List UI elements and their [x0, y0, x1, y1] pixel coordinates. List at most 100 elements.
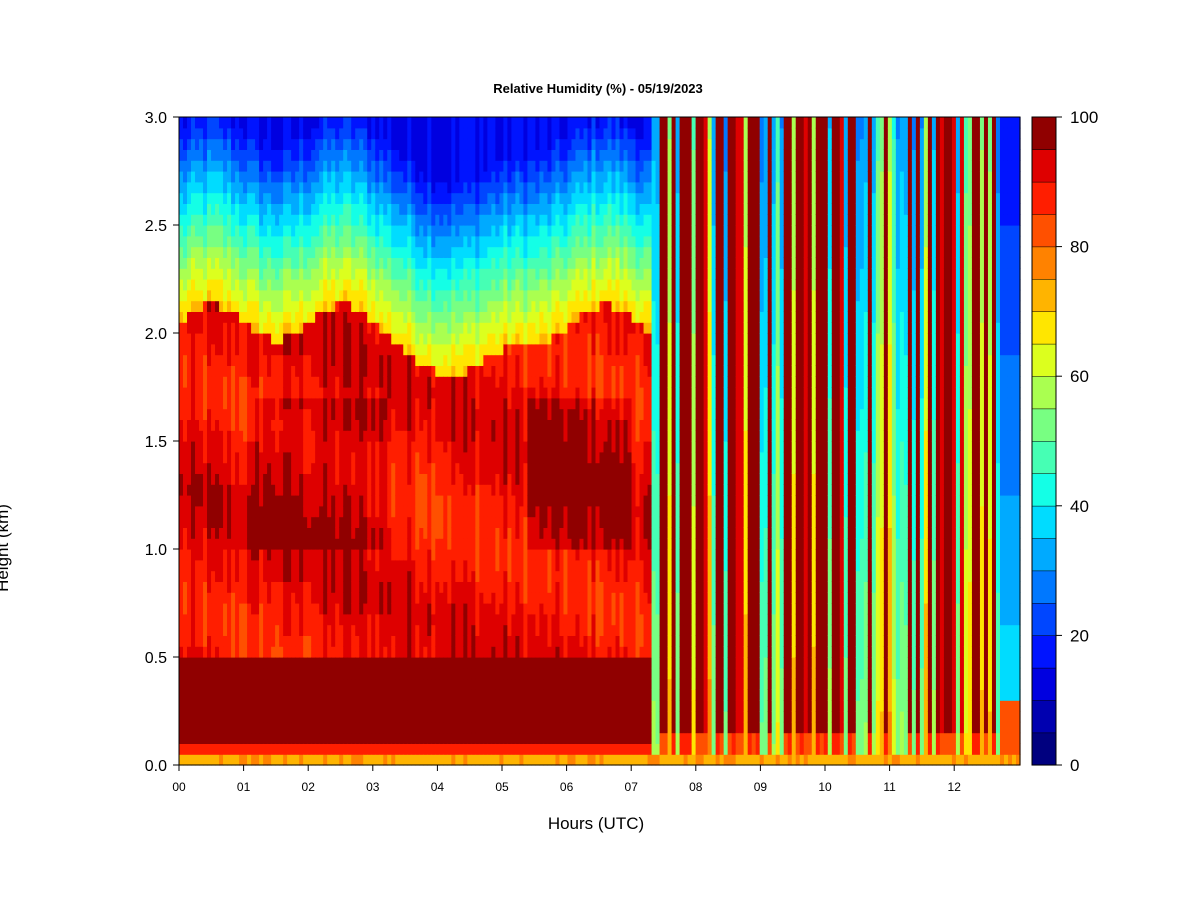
heatmap-cell — [399, 300, 404, 312]
heatmap-cell — [303, 225, 308, 237]
heatmap-cell — [315, 657, 320, 669]
heatmap-cell — [195, 538, 200, 550]
heatmap-cell — [483, 397, 488, 410]
heatmap-cell — [251, 700, 256, 712]
heatmap-cell — [275, 376, 280, 388]
heatmap-cell — [415, 214, 420, 226]
heatmap-cell — [283, 754, 288, 766]
heatmap-cell — [207, 419, 212, 431]
heatmap-cell — [311, 397, 316, 410]
heatmap-cell — [431, 495, 436, 507]
heatmap-cell — [411, 657, 416, 669]
heatmap-cell — [451, 333, 456, 345]
heatmap-cell — [471, 171, 476, 183]
heatmap-cell — [243, 257, 248, 269]
heatmap-cell — [271, 721, 276, 734]
heatmap-cell — [379, 160, 384, 172]
heatmap-cell — [407, 484, 412, 496]
heatmap-cell — [311, 387, 316, 399]
heatmap-cell — [419, 333, 424, 345]
heatmap-cell — [207, 667, 212, 680]
heatmap-cell — [339, 754, 344, 766]
heatmap-cell — [303, 570, 308, 582]
heatmap-cell — [503, 570, 508, 582]
heatmap-cell — [479, 646, 484, 658]
heatmap-cell — [415, 581, 420, 593]
heatmap-cell — [447, 235, 452, 248]
heatmap-cell — [195, 657, 200, 669]
heatmap-cell — [255, 516, 260, 528]
heatmap-cell — [295, 635, 300, 647]
heatmap-cell — [307, 365, 312, 377]
heatmap-cell — [235, 451, 240, 464]
heatmap-cell — [435, 192, 440, 204]
heatmap-cell — [187, 192, 192, 204]
heatmap-cell — [391, 419, 396, 431]
heatmap-cell — [491, 732, 496, 744]
heatmap-cell — [311, 160, 316, 172]
heatmap-cell — [387, 160, 392, 172]
heatmap-cell — [251, 473, 256, 485]
heatmap-cell — [283, 516, 288, 528]
heatmap-cell — [283, 289, 288, 302]
heatmap-cell — [279, 657, 284, 669]
heatmap-cell — [287, 246, 292, 258]
heatmap-cell — [263, 138, 268, 150]
heatmap-cell — [255, 419, 260, 431]
heatmap-cell — [343, 689, 348, 701]
heatmap-cell — [403, 613, 408, 626]
heatmap-cell — [303, 354, 308, 366]
heatmap-cell — [499, 333, 504, 345]
heatmap-cell — [267, 743, 272, 755]
heatmap-cell — [255, 700, 260, 712]
heatmap-cell — [263, 581, 268, 593]
heatmap-cell — [399, 235, 404, 248]
heatmap-cell — [223, 408, 228, 420]
heatmap-cell — [227, 667, 232, 680]
heatmap-cell — [323, 300, 328, 312]
heatmap-cell — [235, 333, 240, 345]
heatmap-cell — [507, 559, 512, 572]
heatmap-cell — [307, 711, 312, 723]
heatmap-cell — [251, 354, 256, 366]
heatmap-cell — [267, 181, 272, 194]
heatmap-cell — [475, 538, 480, 550]
heatmap-cell — [323, 138, 328, 150]
heatmap-cell — [291, 289, 296, 302]
heatmap-cell — [323, 592, 328, 604]
heatmap-cell — [423, 441, 428, 453]
heatmap-cell — [399, 149, 404, 161]
heatmap-cell — [299, 408, 304, 420]
heatmap-cell — [387, 192, 392, 204]
heatmap-cell — [403, 235, 408, 248]
heatmap-cell — [215, 592, 220, 604]
heatmap-cell — [207, 300, 212, 312]
heatmap-cell — [371, 581, 376, 593]
heatmap-cell — [179, 419, 184, 431]
heatmap-cell — [511, 667, 516, 680]
heatmap-cell — [351, 268, 356, 280]
heatmap-cell — [347, 279, 352, 291]
heatmap-cell — [207, 646, 212, 658]
heatmap-cell — [227, 430, 232, 442]
heatmap-cell — [303, 603, 308, 615]
heatmap-cell — [287, 570, 292, 582]
heatmap-cell — [383, 235, 388, 248]
heatmap-cell — [271, 505, 276, 518]
heatmap-cell — [419, 754, 424, 766]
heatmap-cell — [215, 711, 220, 723]
heatmap-cell — [459, 732, 464, 744]
heatmap-cell — [291, 473, 296, 485]
heatmap-cell — [267, 235, 272, 248]
heatmap-cell — [399, 646, 404, 658]
heatmap-cell — [271, 268, 276, 280]
heatmap-cell — [227, 257, 232, 269]
heatmap-cell — [187, 181, 192, 194]
heatmap-cell — [339, 527, 344, 539]
heatmap-cell — [327, 279, 332, 291]
heatmap-cell — [407, 268, 412, 280]
heatmap-cell — [331, 419, 336, 431]
heatmap-cell — [267, 311, 272, 323]
heatmap-cell — [395, 484, 400, 496]
heatmap-cell — [507, 549, 512, 561]
